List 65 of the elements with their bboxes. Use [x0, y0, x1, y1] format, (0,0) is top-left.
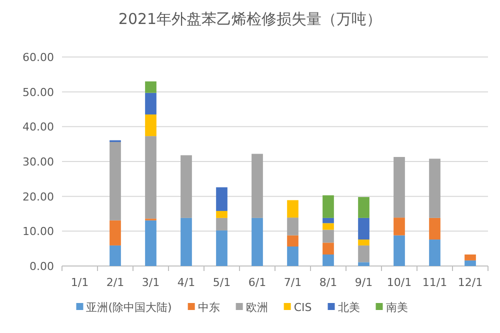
bar	[252, 218, 263, 266]
bar	[287, 235, 298, 246]
y-tick-label: 40.00	[22, 120, 54, 134]
bar	[216, 210, 228, 218]
x-tick-label: 2/1	[106, 276, 124, 289]
legend-label: 北美	[338, 301, 360, 314]
bar	[358, 245, 370, 262]
bar	[322, 254, 334, 266]
bar	[429, 218, 440, 240]
bar	[358, 240, 370, 246]
bar	[394, 218, 405, 236]
legend-label: 中东	[198, 301, 220, 314]
bar	[110, 220, 121, 246]
bar	[145, 220, 156, 266]
y-tick-label: 50.00	[22, 86, 54, 99]
legend-label: 欧洲	[246, 301, 268, 314]
bar	[464, 254, 476, 260]
x-tick-label: 6/1	[248, 276, 266, 289]
x-tick-label: 5/1	[212, 276, 231, 289]
bar	[464, 260, 476, 266]
legend-label: 南美	[386, 301, 408, 314]
bar	[216, 187, 228, 211]
x-tick-label: 10/1	[386, 276, 412, 289]
bar	[216, 230, 228, 266]
bar	[180, 218, 192, 266]
bar	[322, 223, 334, 230]
y-tick-label: 0.00	[30, 260, 54, 273]
bar	[322, 195, 334, 218]
bar	[110, 245, 121, 266]
chart-title: 2021年外盘苯乙烯检修损失量（万吨）	[118, 10, 382, 28]
bar	[287, 200, 298, 218]
legend-label: 亚洲(除中国大陆)	[86, 301, 172, 314]
bar	[145, 136, 156, 219]
bar	[429, 240, 440, 266]
x-tick-label: 9/1	[354, 276, 373, 289]
y-tick-label: 30.00	[22, 156, 54, 168]
bar	[358, 218, 370, 240]
bar	[287, 218, 298, 236]
bar	[322, 230, 334, 243]
y-tick-label: 60.00	[22, 51, 54, 64]
bar	[145, 81, 156, 93]
x-tick-label: 11/1	[422, 276, 448, 289]
bar	[358, 197, 370, 218]
x-tick-label: 4/1	[177, 276, 196, 289]
bar	[110, 142, 121, 220]
x-tick-label: 12/1	[458, 276, 483, 289]
y-tick-label: 20.00	[22, 190, 54, 204]
bar	[145, 114, 156, 136]
bar	[358, 262, 370, 266]
x-tick-label: 7/1	[284, 276, 302, 289]
bar	[322, 218, 334, 224]
bar	[394, 156, 405, 218]
y-tick-label: 10.00	[22, 225, 54, 238]
bar	[287, 246, 298, 266]
bar	[429, 158, 440, 218]
x-tick-label: 3/1	[142, 276, 160, 289]
bar	[322, 242, 334, 255]
bar	[252, 154, 263, 218]
x-tick-label: 8/1	[319, 276, 338, 289]
legend-label: CIS	[294, 301, 312, 314]
bar	[394, 235, 405, 266]
bar	[145, 92, 156, 114]
bar	[180, 155, 192, 218]
x-tick-label: 1/1	[70, 276, 89, 289]
bar	[216, 218, 228, 230]
